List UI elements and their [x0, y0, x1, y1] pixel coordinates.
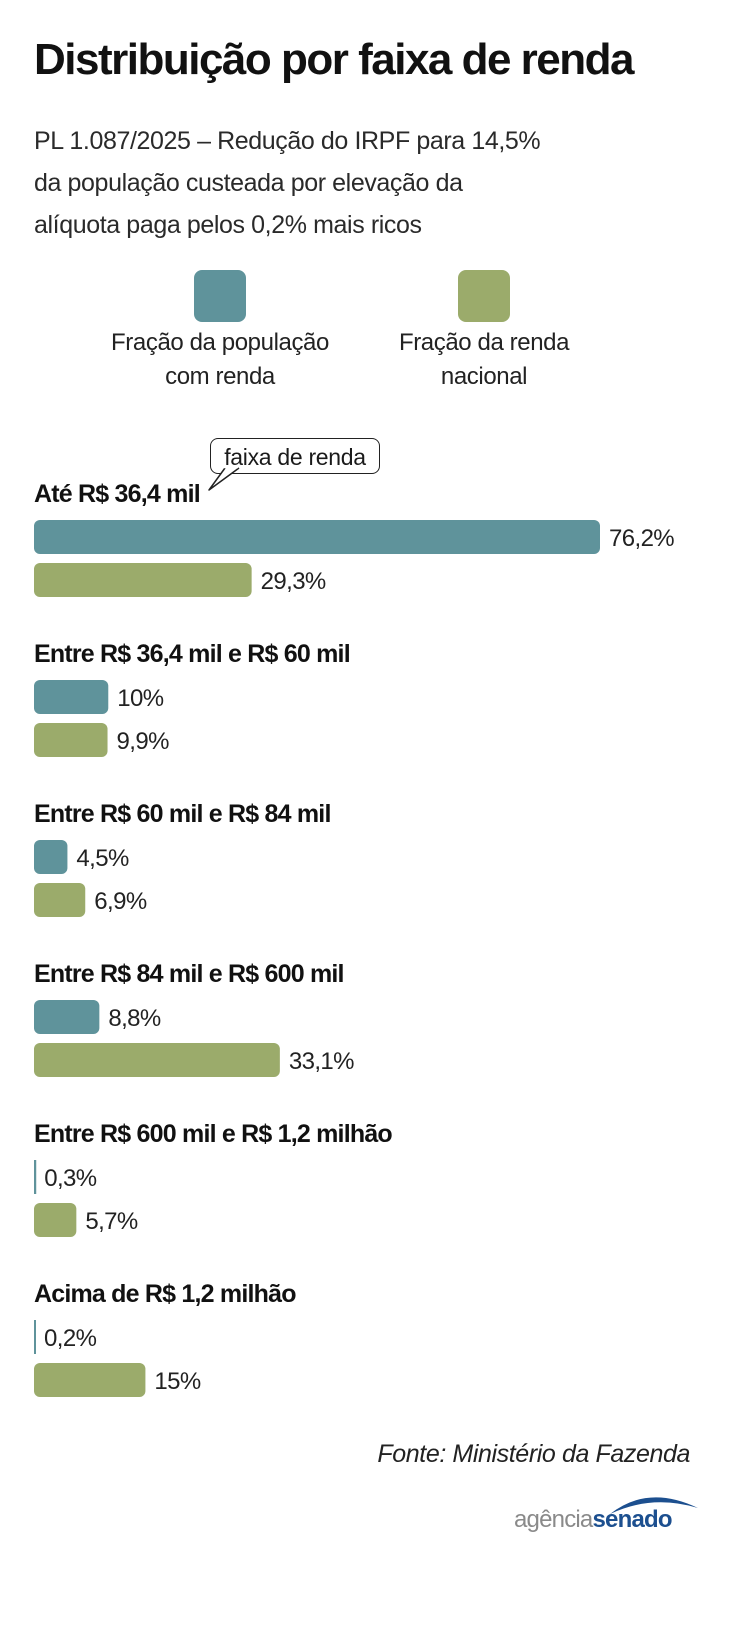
subtitle-line-2: da população custeada por elevação da — [34, 169, 463, 197]
callout-tail — [208, 466, 240, 491]
logo-text-part-1: agência — [514, 1506, 593, 1533]
population-bar-2 — [34, 680, 109, 714]
category-label-6: Acima de R$ 1,2 milhão — [34, 1280, 296, 1308]
population-value-label-6: 0,2% — [44, 1325, 97, 1352]
legend-label-population-line-1: Fração da população — [111, 329, 329, 356]
population-bar-5 — [34, 1160, 37, 1194]
legend-item-income: Fração da renda nacional — [384, 270, 584, 394]
category-label-2: Entre R$ 36,4 mil e R$ 60 mil — [34, 640, 350, 668]
income-bar-5 — [34, 1203, 77, 1237]
income-value-label-4: 33,1% — [289, 1048, 354, 1075]
logo-text-part-2: senado — [592, 1506, 672, 1533]
logo-text: agênciasenado — [514, 1506, 673, 1534]
population-value-label-4: 8,8% — [108, 1005, 161, 1032]
population-value-label-1: 76,2% — [609, 525, 674, 552]
population-bar-1 — [34, 520, 600, 554]
legend-swatch-population — [194, 270, 246, 322]
source-note: Fonte: Ministério da Fazenda — [377, 1440, 690, 1468]
legend-item-population: Fração da população com renda — [104, 270, 336, 394]
legend-label-population: Fração da população com renda — [104, 326, 336, 394]
legend-label-population-line-2: com renda — [165, 363, 275, 390]
income-bar-4 — [34, 1043, 280, 1077]
income-bar-6 — [34, 1363, 146, 1397]
population-value-label-2: 10% — [117, 685, 163, 712]
legend-label-income-line-2: nacional — [440, 363, 528, 390]
population-value-label-5: 0,3% — [44, 1165, 97, 1192]
agencia-senado-logo: agênciasenado — [514, 1490, 698, 1540]
legend-label-income: Fração da renda nacional — [384, 326, 584, 394]
subtitle-line-1: PL 1.087/2025 – Redução do IRPF para 14,… — [34, 127, 541, 155]
income-bar-1 — [34, 563, 252, 597]
legend-swatch-income — [458, 270, 510, 322]
income-value-label-5: 5,7% — [85, 1208, 138, 1235]
population-bar-6 — [34, 1320, 36, 1354]
income-value-label-3: 6,9% — [94, 888, 147, 915]
logo-arc-icon — [610, 1497, 698, 1514]
category-label-5: Entre R$ 600 mil e R$ 1,2 milhão — [34, 1120, 392, 1148]
subtitle-line-3: alíquota paga pelos 0,2% mais ricos — [34, 211, 422, 239]
chart-subtitle: PL 1.087/2025 – Redução do IRPF para 14,… — [34, 120, 634, 246]
income-value-label-6: 15% — [154, 1368, 200, 1395]
income-value-label-1: 29,3% — [261, 568, 326, 595]
income-bar-2 — [34, 723, 108, 757]
bar-chart: Até R$ 36,4 mil 76,2% 29,3% Entre R$ 36,4 m… — [34, 480, 675, 1397]
population-bar-3 — [34, 840, 68, 874]
income-value-label-2: 9,9% — [117, 728, 170, 755]
category-label-1: Até R$ 36,4 mil — [34, 480, 200, 508]
category-label-3: Entre R$ 60 mil e R$ 84 mil — [34, 800, 331, 828]
chart-title: Distribuição por faixa de renda — [34, 35, 635, 84]
population-bar-4 — [34, 1000, 100, 1034]
population-value-label-3: 4,5% — [76, 845, 129, 872]
category-label-4: Entre R$ 84 mil e R$ 600 mil — [34, 960, 344, 988]
income-bar-3 — [34, 883, 86, 917]
legend-label-income-line-1: Fração da renda — [398, 329, 570, 356]
